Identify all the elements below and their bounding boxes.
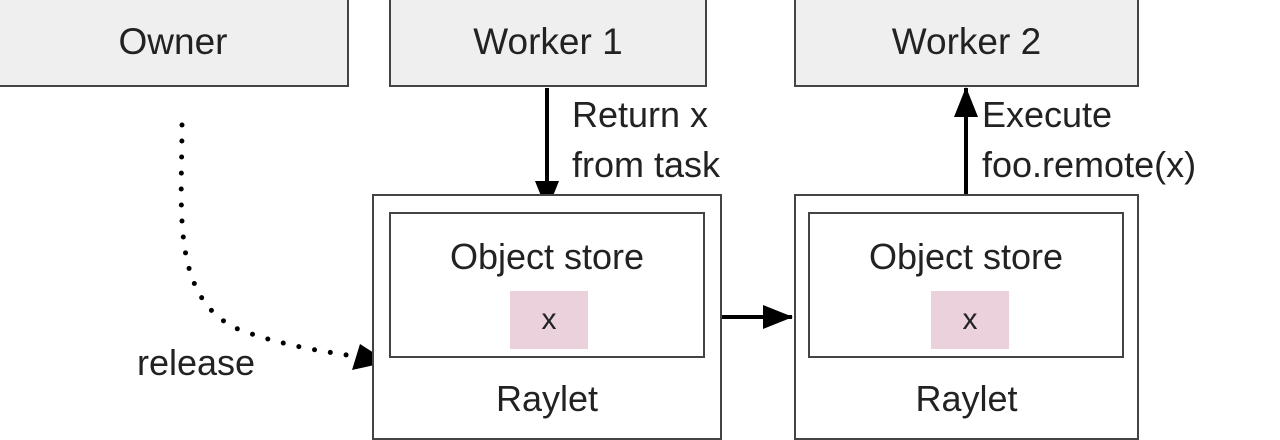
worker2-label: Worker 2: [891, 21, 1042, 62]
object-store-title: Object store: [868, 236, 1064, 277]
return-label-line2: from task: [572, 144, 721, 185]
object-store-left: Object store x: [389, 212, 705, 358]
raylet-left: Object store x Raylet: [372, 194, 722, 440]
worker2-node: Worker 2: [794, 0, 1139, 87]
worker1-label: Worker 1: [473, 21, 623, 62]
object-x-left: x: [510, 291, 588, 349]
execute-label-line2: foo.remote(x): [982, 144, 1197, 185]
owner-label: Owner: [118, 21, 228, 62]
release-arrow: [178, 122, 368, 361]
raylet-right: Object store x Raylet: [794, 194, 1139, 440]
raylet-label-left: Raylet: [495, 378, 599, 419]
worker1-node: Worker 1: [389, 0, 707, 87]
return-label-line1: Return x: [572, 94, 709, 135]
object-store-right: Object store x: [808, 212, 1124, 358]
release-label: release: [137, 342, 256, 383]
execute-label-line1: Execute: [982, 94, 1113, 135]
raylet-label-right: Raylet: [915, 378, 1018, 419]
object-x-right: x: [931, 291, 1009, 349]
object-store-title: Object store: [449, 236, 645, 277]
owner-node: Owner: [0, 0, 349, 87]
